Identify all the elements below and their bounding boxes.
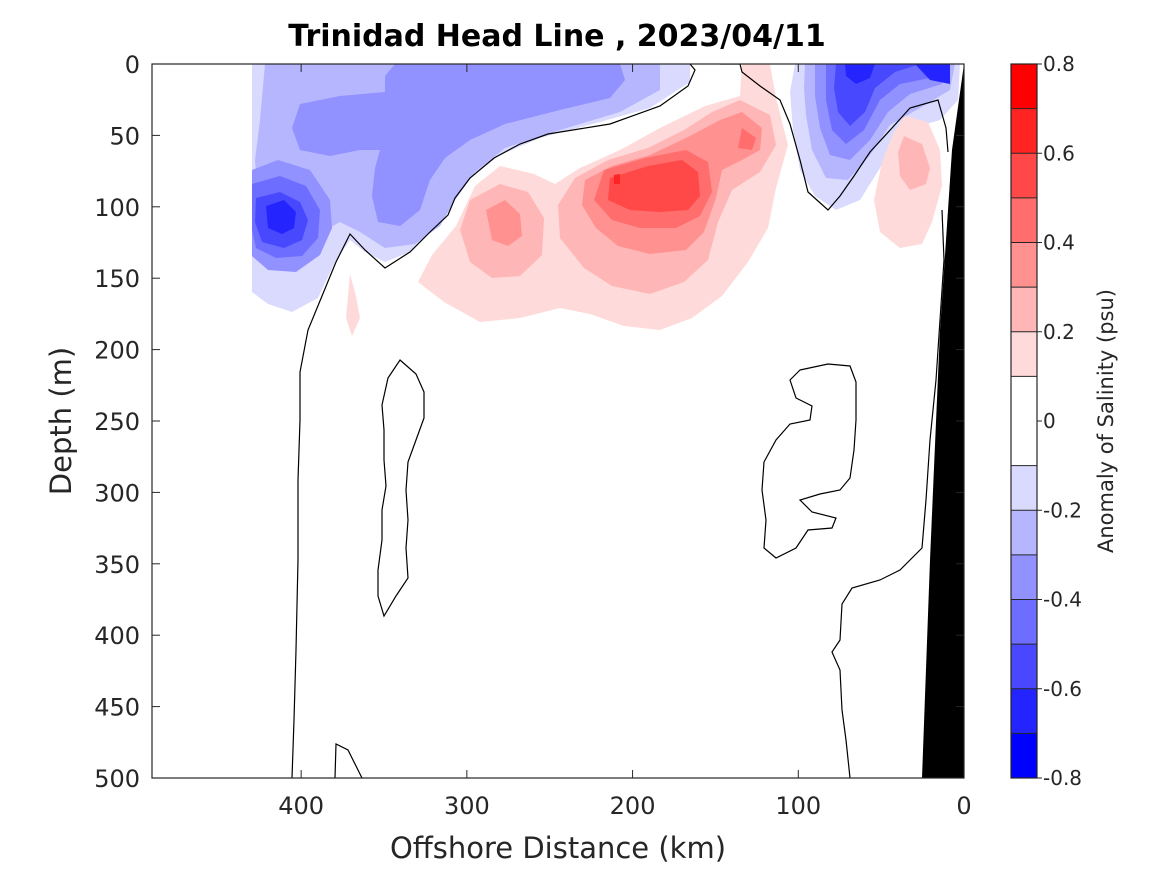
y-tick-label: 150 — [94, 265, 140, 293]
y-tick-label: 0 — [125, 51, 140, 79]
contour-fill-salty-level-5 — [608, 160, 700, 212]
colorbar-segment — [1011, 688, 1037, 734]
colorbar-tick-label: 0.6 — [1043, 141, 1075, 165]
zero-contour-main — [291, 64, 696, 778]
contour-fill-salty-level-4 — [738, 128, 756, 150]
x-tick-label: 400 — [278, 792, 324, 820]
colorbar-segment — [1011, 287, 1037, 332]
zero-contour-mid-loop-left — [377, 359, 425, 618]
contour-fill-fresh-nearshore-6 — [845, 64, 875, 84]
contour-fill-fresh-nearshore-6b — [915, 64, 950, 84]
zero-contour-nearshore-lower — [831, 209, 945, 778]
colorbar-segment — [1011, 465, 1037, 511]
contour-fill-layer — [252, 64, 960, 336]
y-tick-label: 300 — [94, 479, 140, 507]
y-axis-label: Depth (m) — [44, 347, 78, 495]
colorbar: 0.8 0.6 0.4 0.2 0 -0.2 -0.4 -0.6 -0.8 — [1010, 52, 1082, 790]
x-tick-label: 300 — [444, 792, 490, 820]
colorbar-segment — [1011, 242, 1037, 288]
zero-contour-lower-left — [334, 743, 363, 778]
y-tick-label: 500 — [94, 765, 140, 793]
colorbar-tick-label: -0.2 — [1043, 498, 1082, 522]
colorbar-tick-label: 0.4 — [1043, 231, 1075, 255]
y-tick-label: 400 — [94, 622, 140, 650]
contour-fill-salty-level-6 — [614, 174, 620, 184]
colorbar-segment — [1011, 197, 1037, 243]
x-tick-label: 0 — [956, 792, 971, 820]
colorbar-segment — [1011, 554, 1037, 600]
colorbar-segment — [1011, 153, 1037, 198]
colorbar-segment — [1011, 644, 1037, 689]
colorbar-tick-label: -0.4 — [1043, 588, 1082, 612]
y-tick-label: 350 — [94, 551, 140, 579]
colorbar-tick-label: -0.8 — [1043, 766, 1082, 790]
x-axis-label: Offshore Distance (km) — [390, 831, 726, 865]
colorbar-segment — [1011, 108, 1037, 154]
chart-title: Trinidad Head Line , 2023/04/11 — [288, 19, 825, 54]
y-tick-label: 450 — [94, 694, 140, 722]
colorbar-tick-label: 0.8 — [1043, 52, 1075, 76]
x-axis: 400 300 200 100 0 — [278, 64, 972, 820]
plot-area — [151, 63, 965, 779]
colorbar-tick-label: 0 — [1043, 409, 1056, 433]
colorbar-tick-label: -0.6 — [1043, 677, 1082, 701]
x-tick-label: 100 — [775, 792, 821, 820]
colorbar-label: Anomaly of Salinity (psu) — [1094, 289, 1118, 553]
colorbar-segment — [1011, 510, 1037, 555]
x-tick-label: 200 — [610, 792, 656, 820]
colorbar-tick-label: 0.2 — [1043, 320, 1075, 344]
contour-fill-salty-nearshore-2 — [898, 136, 930, 190]
y-axis: 0 50 100 150 200 250 300 350 400 450 500 — [94, 51, 964, 793]
zero-contour-lines — [291, 64, 949, 778]
y-tick-label: 100 — [94, 194, 140, 222]
contour-fill-fresh-level-6 — [266, 200, 296, 234]
colorbar-segment — [1011, 376, 1037, 466]
colorbar-segment — [1011, 331, 1037, 377]
contour-fill-fresh-level-3 — [292, 64, 625, 226]
colorbar-segment — [1011, 64, 1037, 109]
y-tick-label: 250 — [94, 408, 140, 436]
bathymetry-seafloor — [922, 64, 964, 778]
y-tick-label: 200 — [94, 337, 140, 365]
zero-contour-mid-loop-right — [761, 363, 857, 559]
colorbar-segment — [1011, 733, 1037, 778]
y-tick-label: 50 — [109, 122, 140, 150]
contour-fill-salty-sliver — [346, 274, 360, 336]
colorbar-segment — [1011, 599, 1037, 645]
contour-fill-salty-level-3b — [486, 200, 522, 246]
zero-contour-nearshore-upper — [720, 64, 949, 211]
